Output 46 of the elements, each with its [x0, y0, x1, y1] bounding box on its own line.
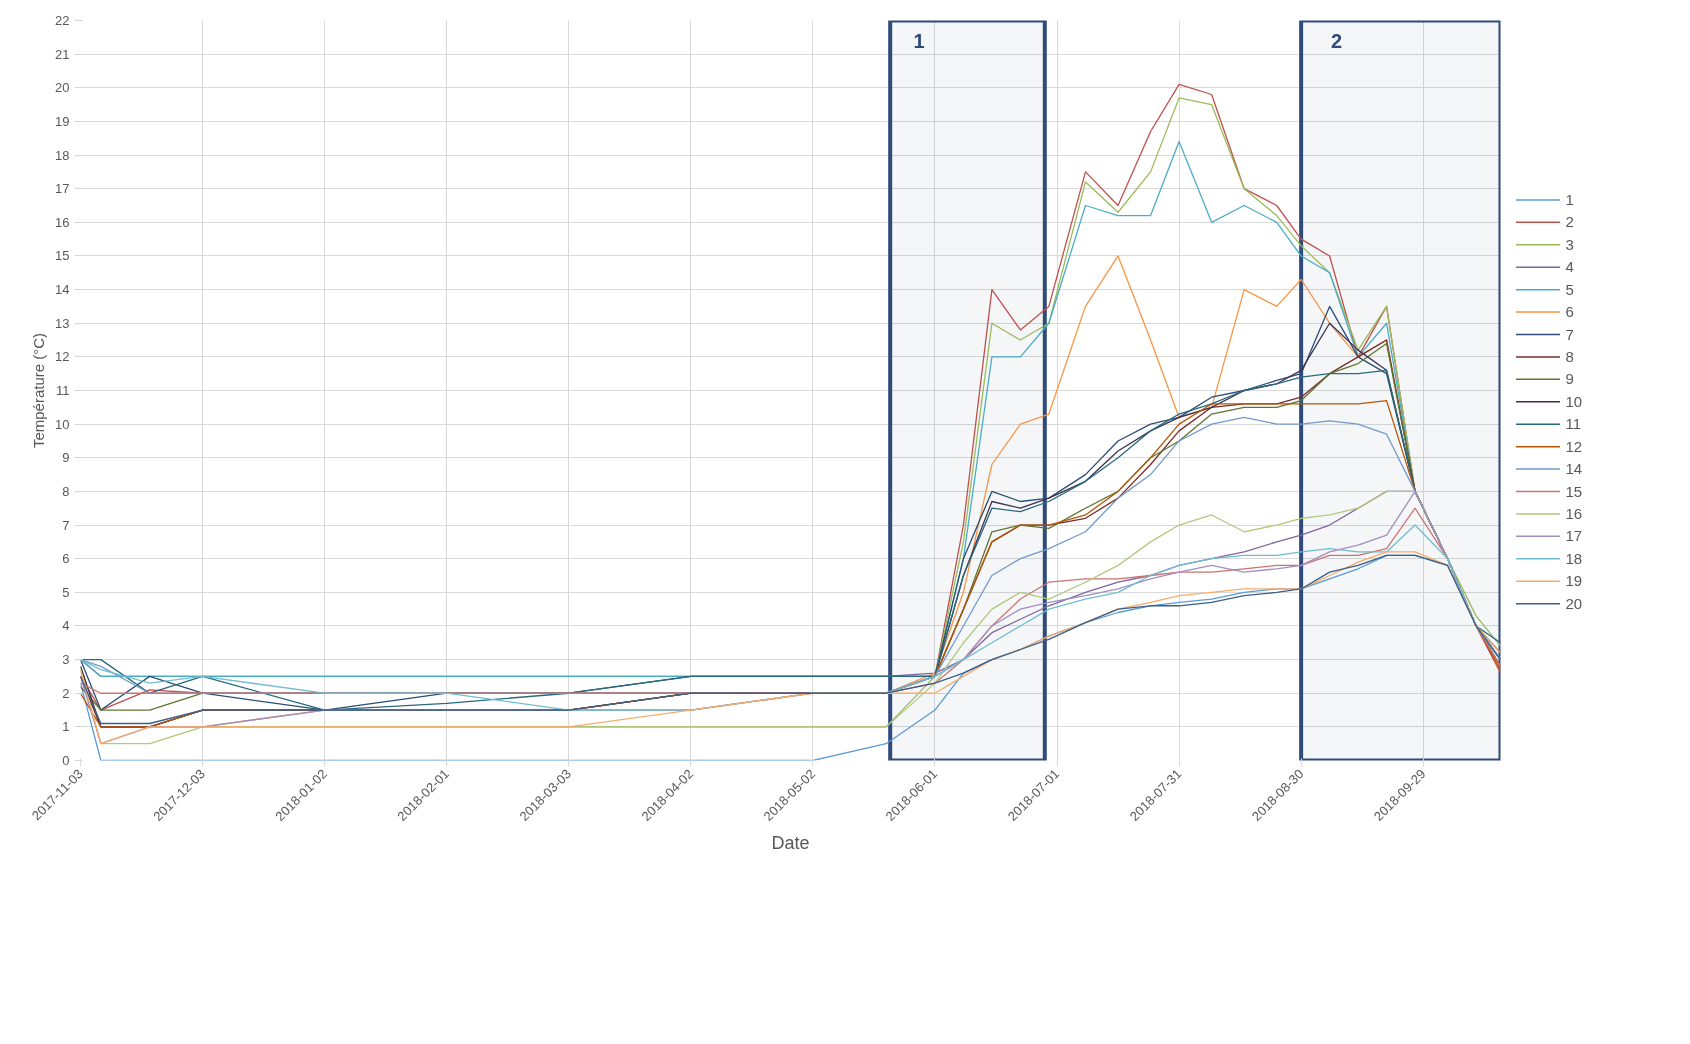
y-tick-label: 0: [62, 753, 70, 768]
legend-label: 8: [1565, 347, 1574, 365]
y-tick-label: 3: [62, 652, 70, 668]
x-axis-title: Date: [771, 832, 810, 853]
y-tick-label: 19: [55, 113, 70, 129]
y-tick-label: 2: [62, 685, 70, 701]
y-tick-label: 16: [55, 214, 70, 230]
y-tick-label: 21: [55, 46, 70, 62]
legend-label: 12: [1565, 437, 1583, 455]
legend-label: 4: [1565, 258, 1574, 276]
legend-label: 2: [1565, 213, 1574, 231]
legend-label: 15: [1565, 482, 1583, 500]
y-tick-label: 20: [55, 80, 70, 96]
y-tick-label: 11: [56, 383, 70, 398]
y-tick-label: 4: [62, 618, 70, 634]
legend-label: 17: [1565, 527, 1583, 545]
legend-label: 10: [1565, 392, 1583, 410]
legend-label: 20: [1565, 594, 1583, 612]
legend-label: 14: [1565, 460, 1583, 478]
band-label: 2: [1331, 29, 1343, 52]
legend-label: 18: [1565, 549, 1583, 567]
legend-label: 11: [1565, 415, 1582, 433]
y-tick-label: 9: [62, 450, 70, 466]
y-tick-label: 18: [55, 147, 70, 163]
y-tick-label: 14: [55, 282, 70, 298]
band-label: 1: [913, 29, 925, 52]
y-axis-title: Température (°C): [30, 332, 48, 449]
legend-label: 9: [1565, 370, 1574, 388]
y-tick-label: 8: [62, 483, 70, 499]
legend-label: 1: [1565, 190, 1574, 208]
legend-label: 7: [1565, 325, 1574, 343]
y-tick-label: 22: [55, 13, 70, 28]
legend-label: 16: [1565, 504, 1583, 522]
y-tick-label: 17: [55, 181, 70, 197]
legend-label: 19: [1565, 572, 1583, 590]
y-tick-label: 10: [55, 416, 70, 432]
y-tick-label: 12: [55, 349, 70, 365]
y-tick-label: 7: [62, 517, 70, 533]
y-tick-label: 13: [55, 315, 70, 331]
legend-label: 3: [1565, 235, 1574, 253]
legend-label: 5: [1565, 280, 1574, 298]
y-tick-label: 6: [62, 551, 70, 567]
y-tick-label: 5: [62, 584, 70, 600]
y-tick-label: 15: [55, 248, 70, 264]
y-tick-label: 1: [62, 719, 70, 735]
legend-label: 6: [1565, 303, 1574, 321]
